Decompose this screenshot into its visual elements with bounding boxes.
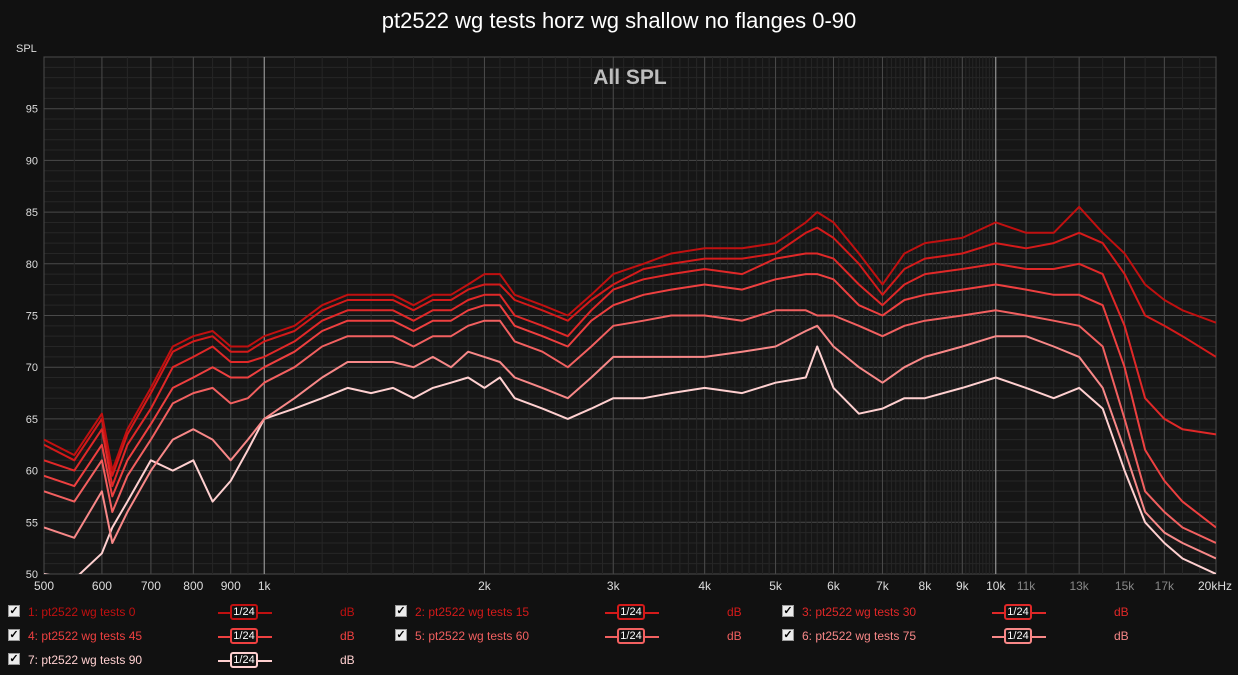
y-tick-label: 70 (26, 362, 38, 374)
legend-item[interactable]: ✓ 6: pt2522 wg tests 75 1/24 dB (782, 626, 1162, 646)
smoothing-indicator[interactable]: 1/24 (218, 650, 272, 670)
legend-item[interactable]: ✓ 1: pt2522 wg tests 0 1/24 dB (8, 602, 388, 622)
y-tick-label: 50 (26, 569, 38, 581)
legend-unit: dB (727, 629, 742, 643)
x-tick-label: 6k (827, 579, 841, 593)
legend-label: 4: pt2522 wg tests 45 (28, 629, 143, 643)
frequency-response-chart: 50 55 60 65 70 75 80 85 90 95 500 600 700 800 900 1k 2k… (16, 43, 1232, 593)
x-tick-label: 800 (183, 579, 203, 593)
chart-title: pt2522 wg tests horz wg shallow no flang… (381, 8, 857, 33)
smoothing-indicator[interactable]: 1/24 (218, 602, 272, 622)
y-tick-label: 85 (26, 207, 38, 219)
legend-item[interactable]: ✓ 7: pt2522 wg tests 90 1/24 dB (8, 650, 388, 670)
x-tick-label: 900 (221, 579, 241, 593)
series-lines (44, 205, 1216, 574)
x-tick-label: 3k (607, 579, 621, 593)
x-tick-label: 700 (141, 579, 161, 593)
y-axis-label: SPL (16, 43, 37, 55)
legend-item[interactable]: ✓ 4: pt2522 wg tests 45 1/24 dB (8, 626, 388, 646)
smoothing-label: 1/24 (230, 652, 258, 668)
smoothing-label: 1/24 (1004, 604, 1032, 620)
legend-unit: dB (340, 653, 355, 667)
plot-inner-title: All SPL (593, 66, 667, 89)
x-tick-label: 10k (986, 579, 1006, 593)
series-line (44, 252, 1216, 488)
series-line (44, 273, 1216, 529)
series-line (44, 205, 1216, 472)
legend-item[interactable]: ✓ 5: pt2522 wg tests 60 1/24 dB (395, 626, 775, 646)
legend-unit: dB (340, 605, 355, 619)
smoothing-label: 1/24 (617, 628, 645, 644)
smoothing-label: 1/24 (1004, 628, 1032, 644)
y-tick-labels: 50 55 60 65 70 75 80 85 90 95 (26, 104, 38, 581)
x-tick-label: 8k (919, 579, 933, 593)
x-tick-label: 20kHz (1198, 579, 1232, 593)
smoothing-label: 1/24 (230, 604, 258, 620)
checkbox-icon[interactable]: ✓ (8, 629, 20, 641)
x-tick-label: 11k (1017, 579, 1036, 593)
x-tick-label: 9k (956, 579, 970, 593)
y-tick-label: 65 (26, 414, 38, 426)
legend-unit: dB (340, 629, 355, 643)
legend-label: 2: pt2522 wg tests 15 (415, 605, 530, 619)
legend-unit: dB (727, 605, 742, 619)
x-tick-label: 2k (478, 579, 492, 593)
y-tick-label: 55 (26, 517, 38, 529)
legend-label: 7: pt2522 wg tests 90 (28, 653, 143, 667)
smoothing-indicator[interactable]: 1/24 (992, 626, 1046, 646)
legend-label: 1: pt2522 wg tests 0 (28, 605, 136, 619)
checkbox-icon[interactable]: ✓ (395, 629, 407, 641)
y-tick-label: 80 (26, 259, 38, 271)
x-tick-label: 600 (92, 579, 112, 593)
legend: ✓ 1: pt2522 wg tests 0 1/24 dB ✓ 2: pt2522 wg… (0, 600, 1238, 675)
checkbox-icon[interactable]: ✓ (8, 605, 20, 617)
checkbox-icon[interactable]: ✓ (395, 605, 407, 617)
y-tick-label: 95 (26, 104, 38, 116)
smoothing-label: 1/24 (617, 604, 645, 620)
smoothing-indicator[interactable]: 1/24 (605, 626, 659, 646)
x-tick-labels: 500 600 700 800 900 1k 2k 3k 4k 5k 6k 7k 8k 9k 10k 11k 1… (34, 579, 1232, 593)
legend-label: 5: pt2522 wg tests 60 (415, 629, 530, 643)
series-line (44, 309, 1216, 544)
x-tick-label: 15k (1115, 579, 1135, 593)
x-tick-label: 17k (1155, 579, 1175, 593)
series-line (44, 345, 1216, 574)
series-line (44, 324, 1216, 560)
x-tick-label: 4k (698, 579, 712, 593)
legend-item[interactable]: ✓ 2: pt2522 wg tests 15 1/24 dB (395, 602, 775, 622)
legend-unit: dB (1114, 605, 1129, 619)
y-tick-label: 90 (26, 155, 38, 167)
x-tick-label: 1k (258, 579, 272, 593)
legend-unit: dB (1114, 629, 1129, 643)
legend-label: 3: pt2522 wg tests 30 (802, 605, 917, 619)
x-tick-label: 500 (34, 579, 54, 593)
y-tick-label: 75 (26, 311, 38, 323)
series-line (44, 226, 1216, 477)
checkbox-icon[interactable]: ✓ (8, 653, 20, 665)
smoothing-indicator[interactable]: 1/24 (218, 626, 272, 646)
smoothing-indicator[interactable]: 1/24 (992, 602, 1046, 622)
smoothing-indicator[interactable]: 1/24 (605, 602, 659, 622)
legend-label: 6: pt2522 wg tests 75 (802, 629, 917, 643)
x-tick-label: 5k (769, 579, 783, 593)
x-tick-label: 13k (1069, 579, 1089, 593)
y-tick-label: 60 (26, 466, 38, 478)
x-tick-label: 7k (876, 579, 890, 593)
checkbox-icon[interactable]: ✓ (782, 605, 794, 617)
smoothing-label: 1/24 (230, 628, 258, 644)
legend-item[interactable]: ✓ 3: pt2522 wg tests 30 1/24 dB (782, 602, 1162, 622)
checkbox-icon[interactable]: ✓ (782, 629, 794, 641)
